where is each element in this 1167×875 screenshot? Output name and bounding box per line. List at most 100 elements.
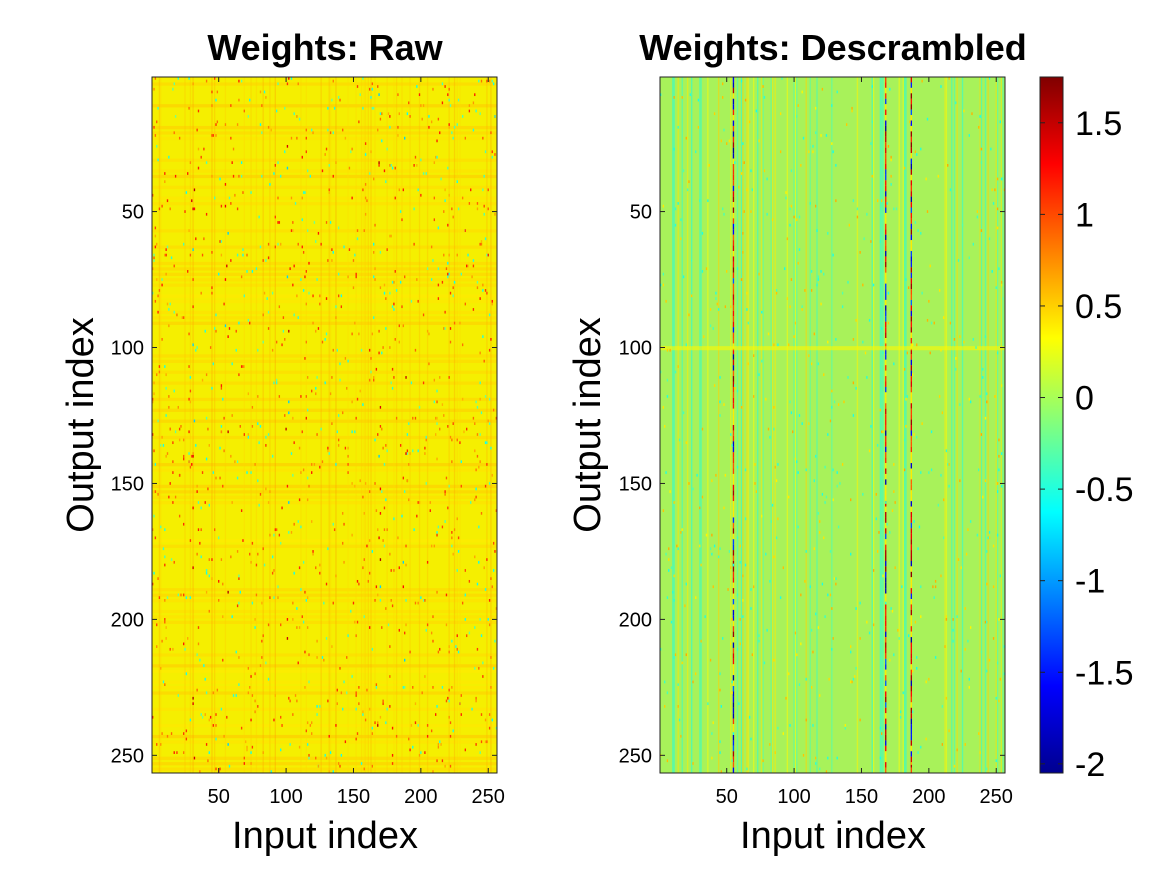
heatmap-cell — [1000, 280, 1003, 284]
heatmap-cell — [685, 441, 687, 445]
heatmap-cell — [362, 566, 364, 570]
heatmap-cell — [230, 136, 232, 140]
heatmap-cell — [358, 702, 360, 706]
heatmap-cell — [355, 694, 357, 697]
heatmap-cell — [732, 158, 735, 164]
heatmap-cell — [673, 599, 675, 602]
heatmap-cell — [742, 142, 744, 145]
heatmap-cell — [192, 248, 194, 251]
heatmap-row-streak — [152, 490, 497, 494]
heatmap-cell — [356, 85, 359, 88]
heatmap-cell — [732, 365, 735, 371]
heatmap-cell — [398, 340, 400, 344]
heatmap-cell — [982, 376, 984, 379]
heatmap-cell — [750, 737, 752, 741]
heatmap-cell — [466, 427, 468, 431]
heatmap-cell — [910, 386, 913, 393]
heatmap-cell — [732, 332, 735, 338]
heatmap-cell — [327, 259, 329, 262]
heatmap-cell — [293, 112, 295, 116]
heatmap-cell — [196, 552, 198, 556]
heatmap-cell — [945, 618, 948, 621]
heatmap-cell — [739, 544, 741, 548]
heatmap-cell — [215, 123, 217, 126]
heatmap-cell — [476, 582, 479, 586]
heatmap-cell — [337, 438, 340, 442]
heatmap-cell — [424, 446, 426, 450]
heatmap-cell — [426, 724, 429, 727]
heatmap-cell — [868, 318, 871, 322]
heatmap-column-streak — [189, 77, 192, 773]
heatmap-cell — [789, 305, 791, 309]
heatmap-cell — [371, 764, 374, 768]
heatmap-cell — [762, 759, 764, 763]
heatmap-cell — [732, 104, 735, 110]
heatmap-cell — [251, 694, 254, 697]
heatmap-cell — [457, 98, 460, 102]
heatmap-cell — [886, 202, 888, 205]
heatmap-cell — [871, 85, 873, 88]
heatmap-cell — [435, 713, 437, 716]
heatmap-cell — [479, 242, 481, 246]
heatmap-cell — [910, 370, 913, 377]
heatmap-cell — [758, 639, 760, 643]
heatmap-cell — [794, 321, 797, 325]
heatmap-cell — [254, 626, 256, 629]
heatmap-cell — [156, 373, 158, 377]
heatmap-cell — [790, 204, 793, 208]
heatmap-cell — [871, 174, 873, 178]
raw-x-ticks: 50 100 150 200 250 — [208, 77, 505, 808]
heatmap-cell — [730, 566, 732, 570]
heatmap-cell — [297, 520, 299, 523]
heatmap-cell — [348, 248, 351, 251]
heatmap-cell — [885, 528, 887, 534]
heatmap-cell — [748, 715, 751, 719]
heatmap-cell — [193, 207, 196, 211]
heatmap-cell — [351, 196, 353, 200]
heatmap-cell — [475, 495, 477, 499]
heatmap-cell — [398, 628, 400, 632]
heatmap-cell — [940, 348, 942, 352]
heatmap-cell — [758, 373, 760, 377]
heatmap-cell — [208, 574, 210, 578]
heatmap-cell — [885, 212, 887, 219]
heatmap-cell — [856, 215, 859, 219]
heatmap-cell — [866, 212, 868, 216]
heatmap-cell — [251, 745, 254, 749]
heatmap-cell — [362, 403, 364, 406]
heatmap-cell — [732, 191, 735, 197]
heatmap-cell — [484, 150, 487, 154]
heatmap-cell — [984, 335, 987, 338]
heatmap-cell — [882, 574, 884, 578]
heatmap-cell — [930, 468, 933, 472]
heatmap-column-streak — [902, 77, 904, 773]
heatmap-cell — [335, 161, 337, 164]
heatmap-cell — [153, 381, 155, 385]
heatmap-cell — [674, 370, 677, 374]
heatmap-cell — [191, 463, 193, 466]
heatmap-cell — [240, 79, 243, 83]
heatmap-cell — [910, 299, 913, 306]
heatmap-cell — [885, 588, 887, 594]
heatmap-row-streak — [152, 104, 497, 108]
heatmap-cell — [885, 441, 887, 447]
heatmap-cell — [732, 120, 735, 126]
heatmap-cell — [305, 729, 307, 733]
heatmap-cell — [736, 647, 739, 651]
heatmap-cell — [910, 702, 913, 708]
heatmap-cell — [424, 751, 426, 754]
heatmap-cell — [447, 696, 449, 700]
heatmap-cell — [373, 316, 375, 319]
heatmap-cell — [800, 593, 802, 597]
heatmap-cell — [191, 454, 193, 458]
heatmap-cell — [174, 115, 177, 118]
heatmap-cell — [238, 174, 240, 178]
heatmap-cell — [426, 329, 429, 333]
heatmap-cell — [798, 414, 801, 417]
heatmap-cell — [257, 705, 259, 708]
heatmap-cell — [315, 329, 317, 333]
heatmap-cell — [182, 457, 185, 461]
heatmap-cell — [212, 134, 214, 137]
heatmap-cell — [910, 169, 913, 175]
heatmap-cell — [173, 389, 175, 393]
